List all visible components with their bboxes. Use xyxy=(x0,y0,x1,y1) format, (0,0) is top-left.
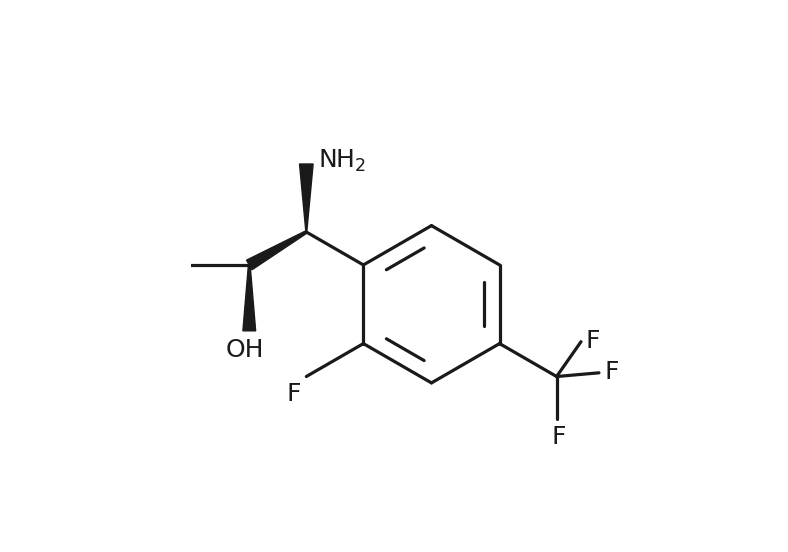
Text: F: F xyxy=(604,360,619,384)
Polygon shape xyxy=(243,265,255,331)
Text: F: F xyxy=(287,381,301,406)
Text: F: F xyxy=(552,426,566,449)
Text: F: F xyxy=(585,329,600,353)
Polygon shape xyxy=(299,164,313,232)
Text: NH$_2$: NH$_2$ xyxy=(318,147,366,174)
Text: OH: OH xyxy=(226,338,264,363)
Polygon shape xyxy=(247,231,307,270)
